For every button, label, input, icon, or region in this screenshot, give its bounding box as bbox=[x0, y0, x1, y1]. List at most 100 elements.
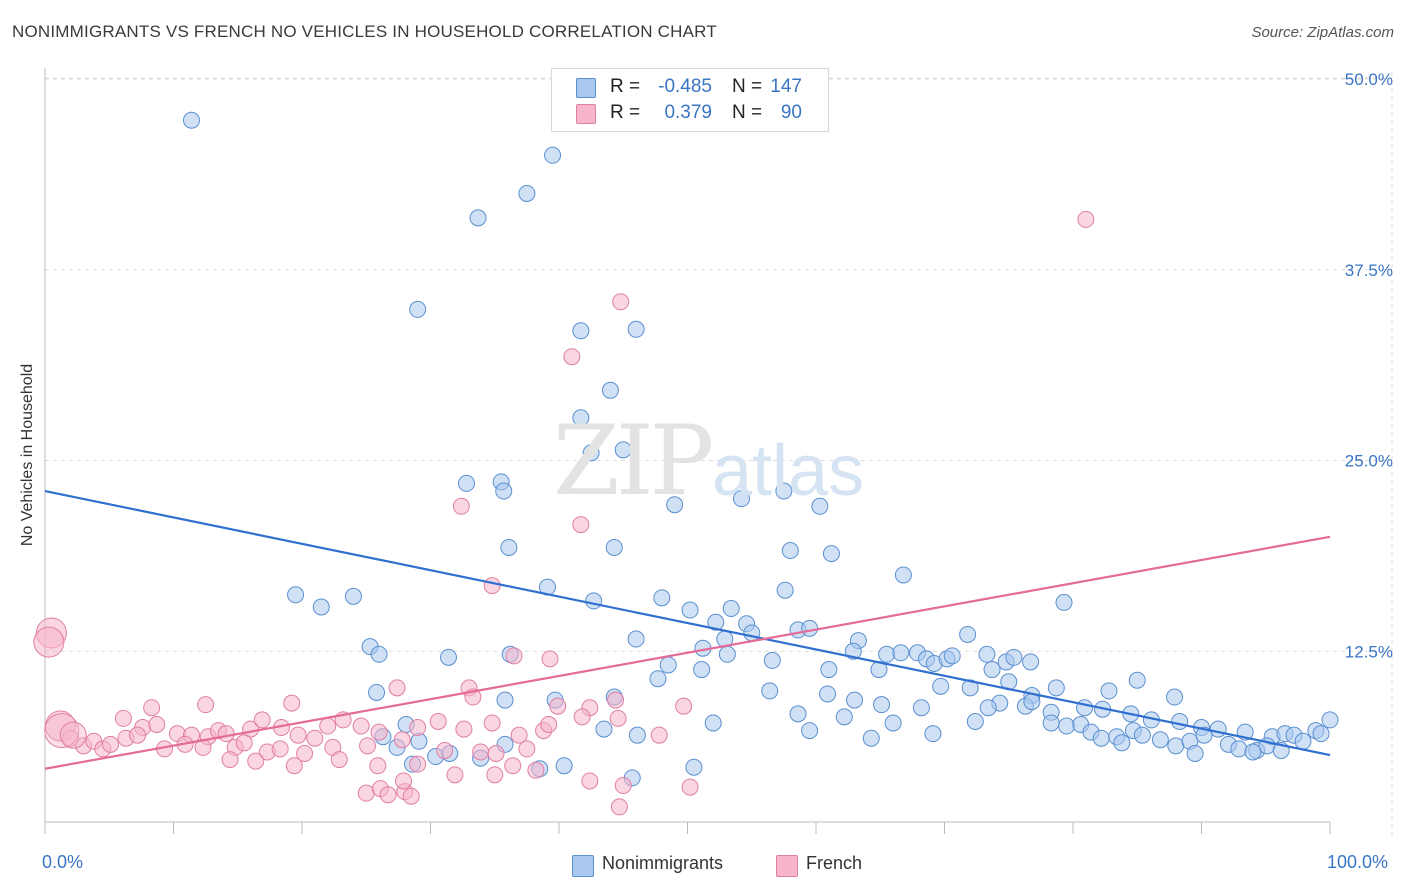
data-point bbox=[271, 740, 289, 758]
data-point bbox=[820, 661, 838, 679]
data-point bbox=[455, 720, 473, 738]
data-point bbox=[409, 755, 427, 773]
data-point bbox=[1022, 653, 1040, 671]
data-point bbox=[148, 715, 166, 733]
data-point bbox=[650, 726, 668, 744]
data-point bbox=[33, 626, 65, 658]
data-point bbox=[357, 784, 375, 802]
data-point bbox=[612, 293, 630, 311]
data-point bbox=[289, 726, 307, 744]
data-point bbox=[685, 758, 703, 776]
data-point bbox=[862, 729, 880, 747]
data-point bbox=[819, 685, 837, 703]
data-point bbox=[395, 772, 413, 790]
data-point bbox=[835, 708, 853, 726]
legend-row-french: R = 0.379 N = 90 bbox=[552, 100, 828, 126]
data-point bbox=[505, 647, 523, 665]
data-point bbox=[761, 682, 779, 700]
data-point bbox=[197, 696, 215, 714]
data-point bbox=[675, 697, 693, 715]
data-point bbox=[409, 300, 427, 318]
data-point bbox=[402, 787, 420, 805]
data-point bbox=[487, 744, 505, 762]
data-point bbox=[649, 670, 667, 688]
chart-title: NONIMMIGRANTS VS FRENCH NO VEHICLES IN H… bbox=[12, 22, 717, 41]
data-point bbox=[653, 589, 671, 607]
data-point bbox=[1171, 712, 1189, 730]
data-point bbox=[306, 729, 324, 747]
bottom-legend-swatch-blue bbox=[572, 855, 594, 877]
data-point bbox=[563, 348, 581, 366]
bottom-legend-swatch-pink bbox=[776, 855, 798, 877]
data-point bbox=[283, 694, 301, 712]
data-point bbox=[370, 723, 388, 741]
data-point bbox=[572, 516, 590, 534]
trend-line bbox=[44, 489, 1331, 757]
data-point bbox=[801, 619, 819, 637]
data-point bbox=[483, 577, 501, 595]
legend-swatch-pink bbox=[576, 104, 596, 124]
data-point bbox=[627, 630, 645, 648]
y-tick-label: 37.5% bbox=[1345, 261, 1393, 280]
data-point bbox=[500, 538, 518, 556]
data-point bbox=[609, 709, 627, 727]
y-tick-label: 25.0% bbox=[1345, 452, 1393, 471]
data-point bbox=[732, 490, 750, 508]
y-tick-label: 50.0% bbox=[1345, 70, 1393, 89]
data-point bbox=[892, 644, 910, 662]
data-point bbox=[319, 717, 337, 735]
legend-n-value: 90 bbox=[780, 102, 802, 123]
legend-n-label: N = bbox=[732, 102, 763, 123]
data-point bbox=[370, 645, 388, 663]
data-point bbox=[1209, 720, 1227, 738]
data-point bbox=[518, 184, 536, 202]
data-point bbox=[544, 146, 562, 164]
data-point bbox=[1058, 717, 1076, 735]
trend-line bbox=[44, 535, 1331, 770]
data-point bbox=[330, 751, 348, 769]
data-point bbox=[605, 538, 623, 556]
correlation-legend: R = -0.485 N = 147 R = 0.379 N = 90 bbox=[551, 68, 829, 132]
data-point bbox=[379, 786, 397, 804]
data-point bbox=[614, 441, 632, 459]
data-point bbox=[253, 711, 271, 729]
data-point bbox=[878, 645, 896, 663]
legend-r-label: R = bbox=[610, 76, 641, 97]
y-tick-labels: 12.5% 25.0% 37.5% 50.0% bbox=[1345, 70, 1393, 661]
data-point bbox=[932, 677, 950, 695]
data-point bbox=[504, 757, 522, 775]
data-point bbox=[978, 645, 996, 663]
data-point bbox=[707, 613, 725, 631]
watermark-atlas: atlas bbox=[712, 431, 865, 511]
legend-n-label: N = bbox=[732, 76, 763, 97]
data-point bbox=[1230, 740, 1248, 758]
data-point bbox=[666, 496, 684, 514]
data-point bbox=[775, 482, 793, 500]
data-point bbox=[595, 720, 613, 738]
data-point bbox=[217, 725, 235, 743]
data-point bbox=[659, 656, 677, 674]
data-point bbox=[495, 482, 513, 500]
data-point bbox=[312, 598, 330, 616]
data-point bbox=[718, 645, 736, 663]
data-point bbox=[924, 725, 942, 743]
data-point bbox=[1077, 210, 1095, 228]
data-point bbox=[884, 714, 902, 732]
data-point bbox=[801, 722, 819, 740]
data-point bbox=[368, 683, 386, 701]
axes bbox=[44, 68, 1331, 834]
data-point bbox=[1151, 731, 1169, 749]
trend-lines bbox=[44, 489, 1331, 770]
data-point bbox=[1167, 737, 1185, 755]
source-credit: Source: ZipAtlas.com bbox=[1251, 24, 1394, 41]
data-point bbox=[436, 741, 454, 759]
bottom-legend-label: Nonimmigrants bbox=[602, 853, 724, 873]
watermark-zip: ZIP bbox=[553, 405, 714, 517]
data-point bbox=[429, 712, 447, 730]
data-point bbox=[1133, 726, 1151, 744]
data-point bbox=[983, 661, 1001, 679]
data-point bbox=[1113, 734, 1131, 752]
data-point bbox=[59, 721, 87, 749]
data-point bbox=[287, 586, 305, 604]
data-point bbox=[114, 709, 132, 727]
